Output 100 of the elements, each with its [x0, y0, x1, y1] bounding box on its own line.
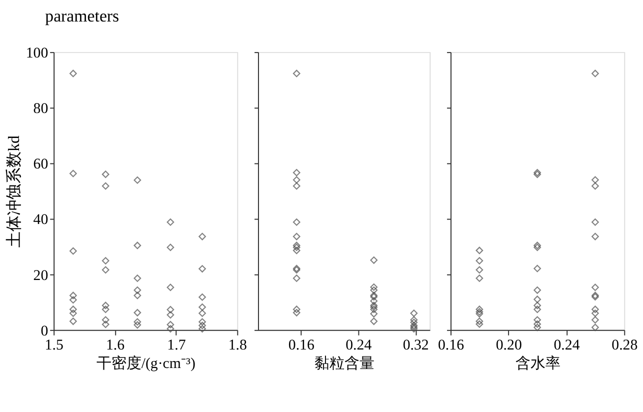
point — [102, 182, 110, 190]
x-tick-label: 1.6 — [106, 337, 125, 354]
point — [476, 308, 484, 316]
point — [198, 232, 206, 240]
y-tick-label: 40 — [33, 212, 48, 228]
point — [166, 218, 174, 226]
point — [534, 324, 542, 332]
y-tick-label: 80 — [33, 101, 48, 118]
point — [292, 306, 300, 314]
point — [198, 325, 206, 332]
point — [292, 168, 300, 176]
x-tick-label: 1.5 — [44, 337, 64, 354]
x-tick-label: 0.24 — [346, 337, 372, 354]
y-axis-title: 土体冲蚀系数kd — [4, 135, 23, 248]
point — [476, 318, 484, 325]
x-tick-label: 0.32 — [402, 337, 429, 354]
point — [292, 70, 300, 78]
point — [370, 318, 378, 325]
point — [534, 168, 542, 176]
point — [370, 310, 378, 318]
point — [592, 324, 599, 332]
x-axis-title: 黏粒含量 — [314, 355, 374, 372]
point — [476, 257, 484, 264]
point — [534, 302, 542, 310]
point — [370, 256, 378, 264]
y-tick-label: 60 — [33, 156, 48, 173]
point — [292, 182, 300, 190]
x-tick-label: 0.28 — [612, 337, 638, 354]
point — [166, 306, 174, 314]
point — [534, 244, 542, 252]
point — [476, 310, 484, 318]
point — [198, 310, 206, 317]
point — [592, 218, 599, 226]
point — [370, 286, 378, 294]
point — [69, 70, 77, 78]
point — [410, 318, 418, 326]
point — [69, 318, 77, 325]
point — [166, 325, 174, 332]
point — [534, 320, 542, 328]
point — [534, 264, 542, 272]
point — [166, 320, 174, 328]
point — [592, 316, 599, 324]
point — [69, 292, 77, 300]
point — [292, 242, 300, 250]
point — [592, 232, 599, 240]
point — [534, 170, 542, 178]
point — [69, 170, 77, 178]
point — [69, 296, 77, 304]
x-tick-label: 0.20 — [496, 337, 522, 354]
point — [476, 246, 484, 254]
point — [102, 306, 110, 314]
point — [134, 242, 142, 250]
point — [592, 284, 599, 292]
point — [102, 257, 110, 264]
point — [370, 306, 378, 314]
point — [292, 308, 300, 316]
point — [292, 232, 300, 240]
x-tick-label: 1.8 — [228, 337, 247, 354]
point — [198, 293, 206, 301]
point — [69, 247, 77, 255]
point — [198, 265, 206, 272]
point — [534, 296, 542, 304]
point — [102, 266, 110, 274]
point — [69, 306, 77, 314]
point — [134, 286, 142, 294]
point — [410, 325, 418, 332]
point — [198, 322, 206, 330]
point — [102, 302, 110, 310]
point — [534, 286, 542, 294]
point — [370, 297, 378, 305]
y-tick-label: 0 — [40, 323, 48, 340]
point — [534, 306, 542, 314]
point — [134, 318, 142, 326]
point — [476, 306, 484, 314]
point — [166, 244, 174, 252]
point — [134, 321, 142, 329]
point — [198, 318, 206, 326]
point — [476, 320, 484, 328]
point — [592, 176, 599, 184]
point — [134, 292, 142, 300]
point — [476, 266, 484, 274]
point — [102, 170, 110, 178]
x-axis-title: 干密度/(g·cm⁻³) — [96, 355, 196, 372]
point — [292, 246, 300, 254]
point — [592, 70, 599, 78]
point — [198, 303, 206, 311]
point — [292, 176, 300, 184]
point — [534, 316, 542, 324]
point — [370, 283, 378, 291]
point — [292, 244, 300, 252]
point — [292, 218, 300, 226]
point — [534, 242, 542, 250]
point — [476, 274, 484, 282]
point — [292, 274, 300, 282]
point — [102, 320, 110, 328]
point — [134, 274, 142, 282]
x-tick-label: 0.24 — [554, 337, 580, 354]
point — [592, 182, 599, 190]
x-axis-title: 含水率 — [515, 355, 560, 372]
y-tick-label: 100 — [26, 46, 48, 62]
